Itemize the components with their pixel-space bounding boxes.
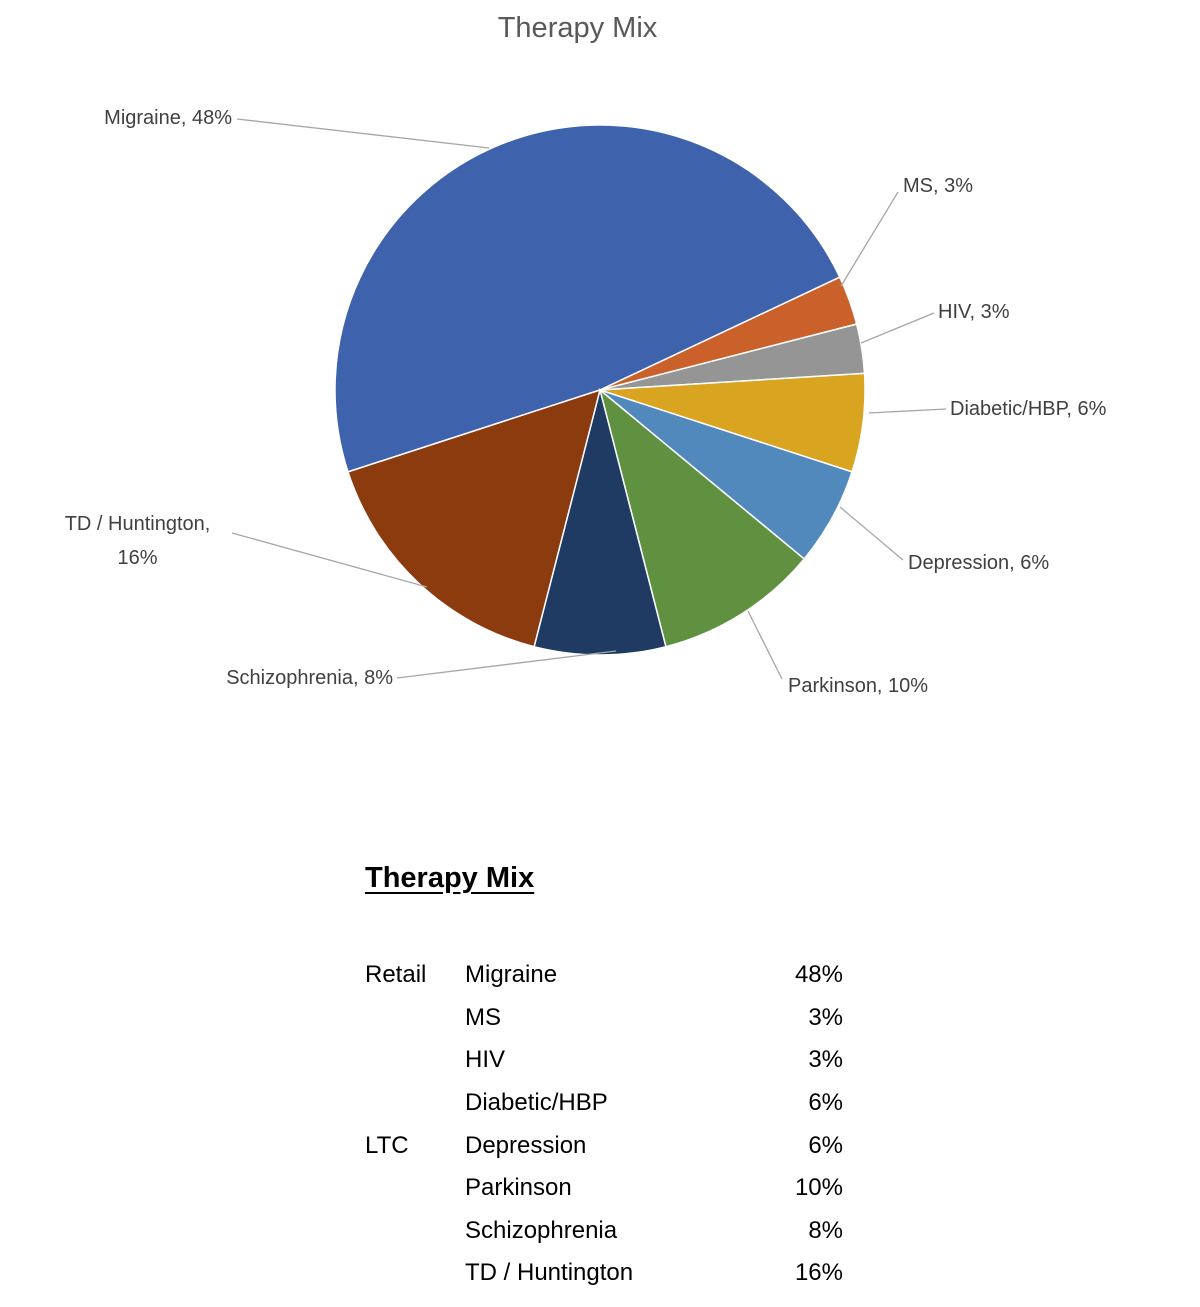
leader-line-hiv <box>860 312 935 344</box>
pie-slice-schizophrenia <box>533 389 667 656</box>
data-label-migraine: Migraine, 48% <box>104 107 232 129</box>
data-label-parkinson: Parkinson, 10% <box>788 675 929 697</box>
leader-line-schizophrenia <box>396 650 617 679</box>
cell-therapy: Depression <box>465 1131 587 1159</box>
data-label-diabetic-hbp: Diabetic/HBP, 6% <box>950 398 1107 420</box>
cell-share: 6% <box>808 1131 843 1159</box>
cell-therapy: MS <box>465 1003 501 1031</box>
cell-group: LTC <box>365 1131 409 1159</box>
pie-slice-parkinson <box>598 387 806 648</box>
cell-share: 3% <box>808 1046 843 1074</box>
cell-therapy: Parkinson <box>465 1174 572 1202</box>
chart-title: Therapy Mix <box>497 12 658 44</box>
leader-line-depression <box>839 506 904 561</box>
data-label-td-huntington: TD / Huntington, 16% <box>64 513 211 569</box>
cell-therapy: TD / Huntington <box>465 1259 634 1287</box>
table-row: Retail Migraine 48% <box>365 954 843 997</box>
leader-line-ms <box>840 191 899 287</box>
cell-group: Retail <box>365 961 427 989</box>
cell-share: 10% <box>794 1174 843 1202</box>
cell-share: 6% <box>808 1089 843 1117</box>
cell-share: 16% <box>794 1259 843 1287</box>
table-row: HIV 3% <box>365 1039 843 1082</box>
data-label-hiv: HIV, 3% <box>938 301 1010 323</box>
cell-therapy: HIV <box>465 1046 506 1074</box>
cell-therapy: Diabetic/HBP <box>465 1089 608 1117</box>
table-row: Parkinson 10% <box>365 1167 843 1210</box>
pie-chart <box>231 118 947 680</box>
table-row: Schizophrenia 8% <box>365 1210 843 1253</box>
table-row: LTC Depression 6% <box>365 1124 843 1167</box>
cell-therapy: Migraine <box>465 961 558 989</box>
table-row: Diabetic/HBP 6% <box>365 1082 843 1125</box>
data-label-depression: Depression, 6% <box>908 552 1050 574</box>
pie-slice-td-huntington <box>347 388 602 648</box>
leader-line-migraine <box>236 118 490 149</box>
cell-share: 48% <box>794 961 843 989</box>
data-label-schizophrenia: Schizophrenia, 8% <box>226 667 393 689</box>
data-label-ms: MS, 3% <box>903 175 974 197</box>
cell-share: 3% <box>808 1003 843 1031</box>
leader-line-parkinson <box>747 610 783 680</box>
therapy-mix-table: Retail Migraine 48% MS 3% HIV 3% Diabeti… <box>365 954 843 1295</box>
table-title: Therapy Mix <box>365 862 535 894</box>
leader-lines-group <box>231 118 947 680</box>
cell-share: 8% <box>808 1216 843 1244</box>
leader-line-td-huntington <box>231 532 428 588</box>
leader-line-diabetic-hbp <box>868 408 947 414</box>
pie-slices-group <box>334 124 866 656</box>
cell-therapy: Schizophrenia <box>465 1216 618 1244</box>
table-row: MS 3% <box>365 997 843 1040</box>
pie-slice-migraine <box>334 124 841 473</box>
table-row: TD / Huntington 16% <box>365 1252 843 1295</box>
